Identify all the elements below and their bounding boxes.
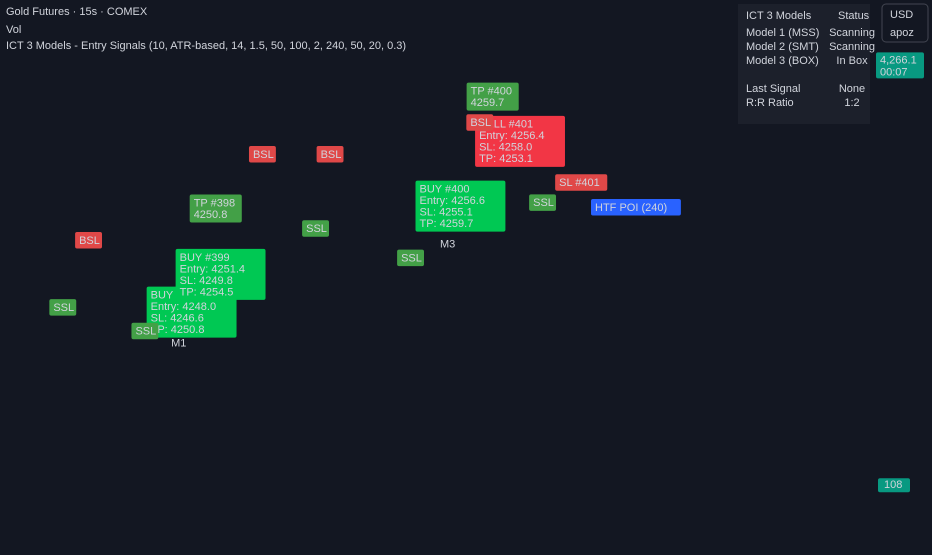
table-cell: Scanning xyxy=(829,41,875,53)
annotation: SL #401 xyxy=(555,174,608,191)
annotation-text: TP: 4254.5 xyxy=(180,286,234,298)
annotation: BSL xyxy=(466,114,494,131)
indicator-label: ICT 3 Models - Entry Signals (10, ATR-ba… xyxy=(6,40,406,52)
annotation-box xyxy=(397,249,424,267)
table-cell: None xyxy=(839,83,865,95)
table-header: Status xyxy=(838,10,870,22)
annotation-text: TP #398 xyxy=(194,197,235,209)
annotation-text: SL #401 xyxy=(559,177,600,189)
table-cell: In Box xyxy=(836,55,868,67)
table-cell: 1:2 xyxy=(844,97,859,109)
annotation-text: Entry: 4251.4 xyxy=(180,263,245,275)
annotation-text: BUY # xyxy=(151,290,183,302)
annotation-text: SL: 4246.6 xyxy=(151,313,204,325)
table-cell: Model 2 (SMT) xyxy=(746,41,819,53)
annotation: SSL xyxy=(397,249,424,267)
annotation: M3 xyxy=(440,238,455,250)
annotation-text: 4259.7 xyxy=(471,97,505,109)
annotation-text: BSL xyxy=(470,117,491,129)
annotation-text: SSL xyxy=(401,253,422,265)
table-cell: R:R Ratio xyxy=(746,97,794,109)
annotation-text: 4250.8 xyxy=(194,209,228,221)
volume-label: Vol xyxy=(6,24,21,36)
annotation-text: SL: 4258.0 xyxy=(479,142,532,154)
annotation-text: Entry: 4256.4 xyxy=(479,130,544,142)
table-cell: Last Signal xyxy=(746,83,800,95)
table-cell: Model 1 (MSS) xyxy=(746,27,819,39)
annotation-text: SSL xyxy=(533,197,554,209)
annotation-box xyxy=(75,232,102,249)
annotation-text: M1 xyxy=(171,337,186,349)
annotation-box xyxy=(248,146,276,163)
volume-tag-label: 108 xyxy=(884,479,902,491)
annotation-text: HTF POI (240) xyxy=(595,202,667,214)
annotation-text: BUY #399 xyxy=(180,252,230,264)
annotation: BSL xyxy=(75,232,102,249)
annotation: SSL xyxy=(302,220,330,237)
status-table xyxy=(738,4,870,124)
countdown: 00:07 xyxy=(880,66,908,78)
annotation-text: SSL xyxy=(135,326,156,338)
annotation-text: BSL xyxy=(321,149,342,161)
annotation-box xyxy=(302,220,330,237)
price-axis xyxy=(873,0,932,550)
annotation-text: SSL xyxy=(53,302,74,314)
annotation-text: Entry: 4248.0 xyxy=(151,301,216,313)
annotation: SSL xyxy=(529,194,557,211)
annotation-text: BSL xyxy=(79,235,100,247)
annotation-box xyxy=(555,174,608,191)
annotation-text: SL: 4255.1 xyxy=(420,207,473,219)
annotation-text: TP: 4250.8 xyxy=(151,324,205,336)
annotation-text: SSL xyxy=(306,223,327,235)
annotation-text: TP #400 xyxy=(471,85,512,97)
annotation-text: BUY #400 xyxy=(420,184,470,196)
annotation-text: TP: 4259.7 xyxy=(420,218,474,230)
annotation-box xyxy=(475,115,565,167)
annotation-box xyxy=(49,299,77,316)
annotation: HTF POI (240) xyxy=(591,199,681,216)
last-price-label: 4,266.1 xyxy=(880,54,917,66)
annotation: SSL xyxy=(49,299,77,316)
annotation-box xyxy=(591,199,681,216)
annotation: BSL xyxy=(316,146,344,163)
table-cell: Model 3 (BOX) xyxy=(746,55,819,67)
annotation: BSL xyxy=(248,146,276,163)
annotation-text: M3 xyxy=(440,238,455,250)
annotation: M1 xyxy=(171,337,186,349)
table-cell: Scanning xyxy=(829,27,875,39)
volume-tag xyxy=(878,478,910,493)
currency[interactable]: USD xyxy=(890,9,913,21)
annotation-box xyxy=(175,248,266,300)
annotation-box xyxy=(131,322,159,340)
annotation-text: Entry: 4256.6 xyxy=(420,195,485,207)
annotation-box xyxy=(316,146,344,163)
annotation-box xyxy=(466,114,494,131)
user[interactable]: apoz xyxy=(890,27,914,39)
annotation-box xyxy=(466,82,519,111)
annotation-text: SL: 4249.8 xyxy=(180,275,233,287)
annotation-text: BSL xyxy=(253,149,274,161)
annotation: SSL xyxy=(131,322,159,340)
currency-button[interactable] xyxy=(881,3,929,43)
annotation-text: TP: 4253.1 xyxy=(479,153,533,165)
last-price-tag xyxy=(876,52,924,79)
chart-title: Gold Futures · 15s · COMEX xyxy=(6,6,148,18)
annotation-box xyxy=(529,194,557,211)
table-header: ICT 3 Models xyxy=(746,10,812,22)
annotation-box xyxy=(415,180,506,232)
annotation-box xyxy=(189,194,242,223)
